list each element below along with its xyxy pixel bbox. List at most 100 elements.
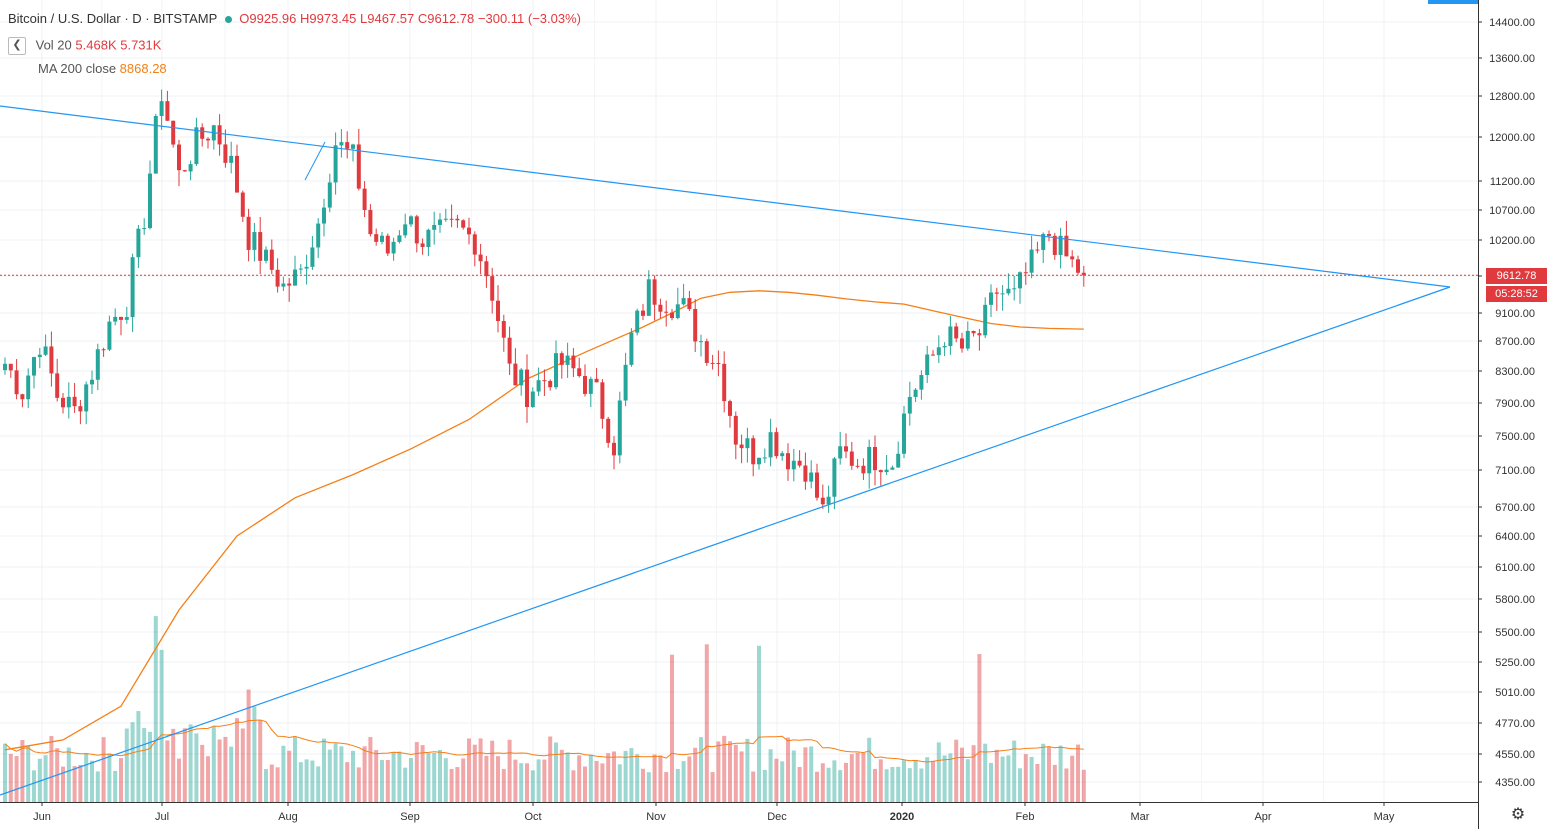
y-tick-label-21: 4770.00 <box>1495 718 1535 730</box>
y-tick-label-9: 8700.00 <box>1495 336 1535 348</box>
volume-bar-10 <box>61 766 65 802</box>
volume-bar-84 <box>490 740 495 802</box>
settings-gear-icon[interactable]: ⚙ <box>1510 806 1526 823</box>
symbol-legend[interactable]: Bitcoin / U.S. Dollar · D · BITSTAMP O99… <box>8 11 581 26</box>
candle-185 <box>1076 255 1080 275</box>
volume-bar-106 <box>617 764 622 802</box>
volume-bar-110 <box>641 768 645 802</box>
candle-148 <box>861 458 866 481</box>
candle-170 <box>989 284 993 317</box>
candle-42 <box>246 208 251 262</box>
volume-bar-12 <box>72 766 77 802</box>
candle-128 <box>745 427 750 463</box>
volume-bar-162 <box>942 755 947 802</box>
candle-15 <box>90 370 94 394</box>
volume-bar-130 <box>757 645 761 802</box>
volume-bar-70 <box>409 757 413 802</box>
market-status-dot <box>224 16 232 24</box>
volume-bar-141 <box>820 763 825 802</box>
volume-indicator-label[interactable]: Vol 20 <box>35 37 72 53</box>
candle-1 <box>8 363 13 378</box>
volume-bar-90 <box>525 763 529 802</box>
candle-144 <box>838 431 843 465</box>
candle-5 <box>32 356 36 389</box>
volume-bar-137 <box>797 766 802 802</box>
volume-bar-103 <box>600 763 605 802</box>
volume-bar-100 <box>583 766 587 802</box>
volume-bar-46 <box>269 764 274 802</box>
volume-bar-108 <box>629 748 634 802</box>
volume-bar-39 <box>229 746 234 802</box>
candle-35 <box>206 137 210 149</box>
candle-145 <box>844 433 848 459</box>
trendlines[interactable] <box>0 105 1451 796</box>
bar-countdown-tag: 05:28:52 <box>1486 286 1547 302</box>
candle-139 <box>809 460 814 489</box>
volume-bar-8 <box>49 736 54 802</box>
y-tick-label-4: 11200.00 <box>1490 176 1535 188</box>
ma-indicator-label[interactable]: MA 200 close <box>38 61 117 76</box>
candle-72 <box>420 238 425 255</box>
candles <box>3 89 1086 513</box>
volume-bar-48 <box>281 745 286 802</box>
volume-bar-5 <box>32 770 36 802</box>
volume-bar-126 <box>733 744 738 802</box>
volume-bar-19 <box>113 770 118 802</box>
volume-bar-113 <box>658 755 663 802</box>
candle-49 <box>287 278 292 302</box>
candle-65 <box>380 232 384 245</box>
volume-bar-57 <box>333 743 338 802</box>
collapse-legend-icon[interactable]: ❮ <box>8 37 26 55</box>
volume-bar-155 <box>902 760 906 802</box>
volume-bar-16 <box>95 771 100 802</box>
candle-74 <box>432 211 437 245</box>
volume-bar-86 <box>501 769 506 802</box>
volume-bar-149 <box>867 737 872 802</box>
candle-111 <box>646 270 651 316</box>
x-tick-label-1: Jul <box>155 811 169 823</box>
volume-bar-83 <box>484 755 489 802</box>
volume-bar-148 <box>861 752 866 802</box>
ma-legend[interactable]: MA 200 close 8868.28 <box>8 61 167 76</box>
candle-90 <box>525 354 529 423</box>
volume-bar-179 <box>1041 743 1046 802</box>
candle-151 <box>878 469 883 486</box>
volume-bar-23 <box>136 711 141 802</box>
candle-64 <box>374 228 379 246</box>
volume-bar-54 <box>316 766 321 802</box>
volume-bar-164 <box>954 739 959 802</box>
candle-103 <box>600 378 605 429</box>
volume-bar-21 <box>124 728 129 802</box>
volume-bar-62 <box>362 746 367 802</box>
volume-bar-118 <box>687 756 692 802</box>
volume-bar-69 <box>403 767 408 802</box>
y-tick-label-6: 10200.00 <box>1489 235 1535 247</box>
y-tick-label-20: 5010.00 <box>1495 687 1535 699</box>
ohlc-open: O9925.96 <box>239 11 297 26</box>
volume-bar-151 <box>878 759 883 802</box>
candle-7 <box>43 334 48 357</box>
candle-161 <box>936 335 941 363</box>
candle-43 <box>252 223 257 262</box>
volume-bar-47 <box>275 767 280 802</box>
candle-108 <box>629 328 634 367</box>
candle-12 <box>72 382 77 413</box>
volume-bar-66 <box>385 759 390 802</box>
candle-71 <box>414 214 419 253</box>
volume-legend[interactable]: ❮ Vol 20 5.468K 5.731K <box>8 37 161 55</box>
volume-bar-186 <box>1081 769 1086 802</box>
volume-bar-180 <box>1047 746 1051 802</box>
volume-bar-77 <box>449 769 454 802</box>
ma200-polyline <box>4 290 1084 751</box>
y-tick-label-22: 4550.00 <box>1495 749 1535 761</box>
candle-67 <box>391 237 396 261</box>
volume-value: 5.468K <box>75 37 117 53</box>
candle-51 <box>298 263 303 275</box>
symbol-title[interactable]: Bitcoin / U.S. Dollar · D · BITSTAMP <box>8 11 218 26</box>
candle-110 <box>641 303 645 321</box>
x-tick-label-10: Apr <box>1254 811 1271 823</box>
volume-bar-115 <box>670 654 674 802</box>
candle-101 <box>588 376 593 408</box>
candle-98 <box>571 348 576 378</box>
